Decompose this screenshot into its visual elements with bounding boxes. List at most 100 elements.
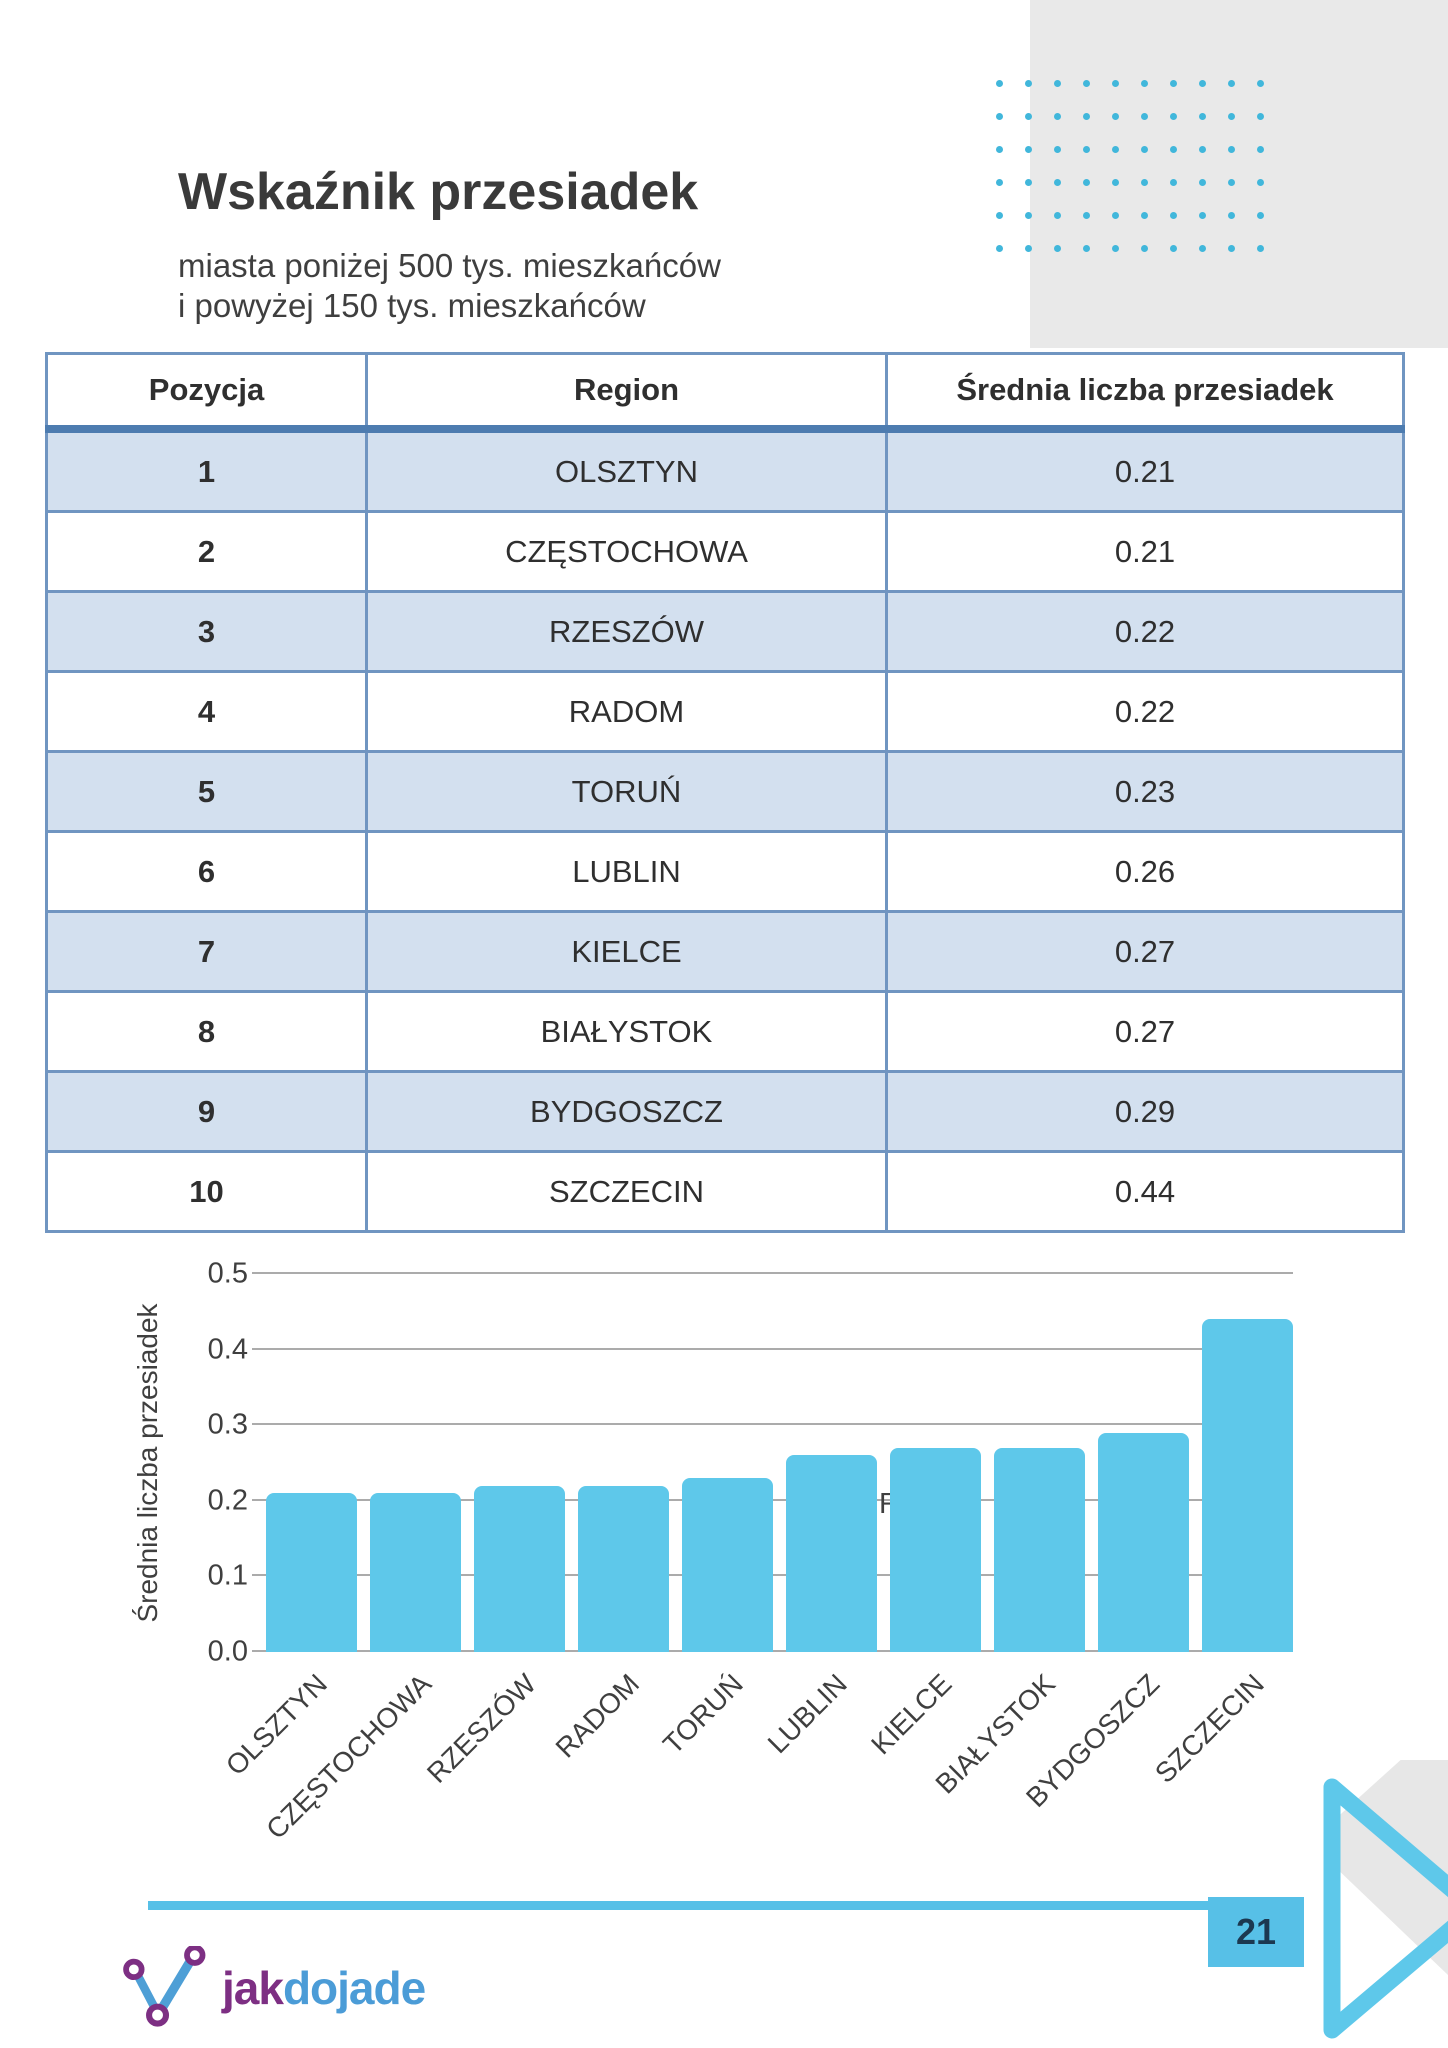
page-subtitle-line1: miasta poniżej 500 tys. mieszkańców bbox=[178, 247, 721, 284]
bar bbox=[1098, 1432, 1189, 1652]
dot bbox=[1054, 179, 1061, 186]
dot bbox=[1025, 179, 1032, 186]
dot bbox=[1170, 80, 1177, 87]
table-row: 4 RADOM 0.22 bbox=[45, 670, 1405, 753]
dot bbox=[1170, 212, 1177, 219]
dot bbox=[1025, 245, 1032, 252]
x-tick-label: LUBLIN bbox=[762, 1668, 854, 1760]
logo-text-jak: jak bbox=[222, 1962, 284, 2014]
cell-region: RZESZÓW bbox=[365, 590, 888, 673]
cell-value: 0.21 bbox=[885, 510, 1405, 593]
cell-region: SZCZECIN bbox=[365, 1150, 888, 1233]
arrow-outline bbox=[1323, 1778, 1448, 2039]
cell-region: BYDGOSZCZ bbox=[365, 1070, 888, 1153]
bar bbox=[266, 1493, 357, 1652]
dot bbox=[1228, 212, 1235, 219]
dot bbox=[996, 146, 1003, 153]
gridline bbox=[252, 1423, 1293, 1426]
dot bbox=[1141, 245, 1148, 252]
table-row: 3 RZESZÓW 0.22 bbox=[45, 590, 1405, 673]
y-tick-label: 0.3 bbox=[207, 1408, 248, 1441]
cell-pozycja: 4 bbox=[45, 670, 368, 753]
cell-region: KIELCE bbox=[365, 910, 888, 993]
cell-pozycja: 7 bbox=[45, 910, 368, 993]
table-row: 1 OLSZTYN 0.21 bbox=[45, 427, 1405, 513]
dot bbox=[1228, 179, 1235, 186]
arrow-decoration bbox=[1323, 1760, 1448, 2039]
x-tick-label: TORUŃ bbox=[657, 1668, 750, 1760]
cell-region: RADOM bbox=[365, 670, 888, 753]
dot bbox=[996, 80, 1003, 87]
cell-pozycja: 9 bbox=[45, 1070, 368, 1153]
cell-pozycja: 5 bbox=[45, 750, 368, 833]
gray-corner-block bbox=[1030, 0, 1448, 348]
dot bbox=[1257, 179, 1264, 186]
dot bbox=[1112, 113, 1119, 120]
table-row: 10 SZCZECIN 0.44 bbox=[45, 1150, 1405, 1233]
bar-chart: Średnia liczba przesiadek 0.0 0.1 0.2 0.3 0.… bbox=[120, 1252, 1305, 1912]
dot bbox=[1199, 212, 1206, 219]
dot bbox=[1083, 80, 1090, 87]
table-header-row: Pozycja Region Średnia liczba przesiadek bbox=[45, 352, 1405, 433]
dot bbox=[1141, 212, 1148, 219]
cell-region: CZĘSTOCHOWA bbox=[365, 510, 888, 593]
dot bbox=[1054, 113, 1061, 120]
dot bbox=[1199, 245, 1206, 252]
dot bbox=[1257, 80, 1264, 87]
cell-value: 0.29 bbox=[885, 1070, 1405, 1153]
dot bbox=[1228, 245, 1235, 252]
dot bbox=[996, 245, 1003, 252]
cell-region: LUBLIN bbox=[365, 830, 888, 913]
gridline bbox=[252, 1347, 1293, 1350]
dot bbox=[1025, 146, 1032, 153]
dot bbox=[1083, 113, 1090, 120]
dot bbox=[1257, 146, 1264, 153]
y-tick-label: 0.4 bbox=[207, 1333, 248, 1366]
dot bbox=[1054, 245, 1061, 252]
dot bbox=[1112, 212, 1119, 219]
ranking-table-wrapper: Pozycja Region Średnia liczba przesiadek… bbox=[45, 352, 1405, 1233]
page-title: Wskaźnik przesiadek bbox=[178, 163, 699, 221]
x-tick-label: KIELCE bbox=[865, 1668, 958, 1761]
table-row: 6 LUBLIN 0.26 bbox=[45, 830, 1405, 913]
cell-region: TORUŃ bbox=[365, 750, 888, 833]
x-tick-label: RZESZÓW bbox=[420, 1668, 542, 1789]
table-row: 8 BIAŁYSTOK 0.27 bbox=[45, 990, 1405, 1073]
page-subtitle-line2: i powyżej 150 tys. mieszkańców bbox=[178, 287, 646, 325]
cell-value: 0.21 bbox=[885, 427, 1405, 513]
dot bbox=[1141, 146, 1148, 153]
bar bbox=[786, 1455, 877, 1652]
x-axis-tick-labels: OLSZTYN CZĘSTOCHOWA RZESZÓW RADOM TORUŃ LUBLI… bbox=[220, 1652, 1293, 1872]
jakdojade-logo: jakdojade bbox=[122, 1946, 426, 2030]
dot bbox=[1112, 146, 1119, 153]
cell-value: 0.22 bbox=[885, 590, 1405, 673]
dot bbox=[1170, 113, 1177, 120]
dot bbox=[1228, 80, 1235, 87]
dot bbox=[1170, 179, 1177, 186]
dot bbox=[1083, 179, 1090, 186]
dot bbox=[1054, 146, 1061, 153]
gridline bbox=[252, 1272, 1293, 1274]
bar bbox=[890, 1447, 981, 1652]
column-header-pozycja: Pozycja bbox=[45, 352, 368, 433]
dot bbox=[1257, 212, 1264, 219]
dot bbox=[1141, 113, 1148, 120]
dot bbox=[1199, 179, 1206, 186]
plot-area: OLSZTYN CZĘSTOCHOWA RZESZÓW RADOM TORUŃ LUBLI… bbox=[220, 1272, 1293, 1845]
y-tick-label: 0.1 bbox=[207, 1559, 248, 1592]
table-row: 7 KIELCE 0.27 bbox=[45, 910, 1405, 993]
cell-value: 0.22 bbox=[885, 670, 1405, 753]
y-tick-label: 0.2 bbox=[207, 1484, 248, 1517]
bar bbox=[474, 1485, 565, 1652]
dot bbox=[1112, 80, 1119, 87]
route-icon bbox=[123, 1946, 206, 2027]
bar bbox=[994, 1447, 1085, 1652]
cell-value: 0.27 bbox=[885, 990, 1405, 1073]
cell-pozycja: 3 bbox=[45, 590, 368, 673]
dot bbox=[1083, 212, 1090, 219]
dots-pattern bbox=[996, 80, 1264, 252]
dot bbox=[1199, 146, 1206, 153]
x-tick-label: SZCZECIN bbox=[1148, 1668, 1270, 1789]
bar bbox=[370, 1493, 461, 1652]
dot bbox=[1257, 245, 1264, 252]
